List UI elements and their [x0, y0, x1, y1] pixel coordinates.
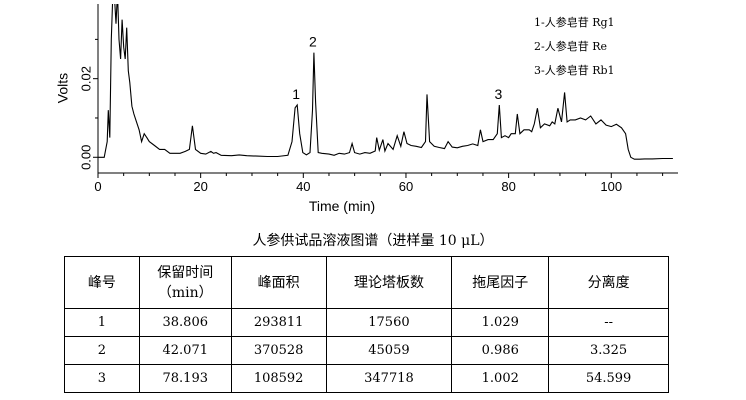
cell-retention-time: 42.071 [138, 336, 232, 365]
cell-peak-area: 370528 [230, 336, 327, 365]
cell-peak-number: 1 [64, 308, 140, 337]
table-row: 1 38.806 293811 17560 1.029 -- [64, 308, 669, 337]
peak-label: 2 [309, 34, 317, 50]
header-tailing-factor: 拖尾因子 [451, 256, 550, 309]
cell-resolution: 54.599 [548, 364, 669, 393]
x-tick-label: 60 [399, 179, 413, 194]
legend-entry: 3-人参皂苷 Rb1 [534, 63, 615, 77]
chart-caption: 人参供试品溶液图谱（进样量 10 μL） [252, 233, 494, 249]
y-tick-label: 0.00 [78, 145, 93, 170]
header-retention-time: 保留时间 （min） [138, 256, 232, 309]
x-tick-label: 20 [193, 179, 207, 194]
peak-label: 3 [494, 86, 502, 102]
cell-theoretical-plates: 347718 [325, 364, 453, 393]
peak-results-table: 峰号 保留时间 （min） 峰面积 理论塔板数 拖尾因子 分离度 1 38.80… [64, 256, 669, 393]
cell-theoretical-plates: 45059 [325, 336, 453, 365]
y-axis-label: Volts [55, 73, 71, 103]
header-peak-area: 峰面积 [230, 256, 327, 309]
cell-tailing-factor: 1.029 [451, 308, 550, 337]
x-tick-label: 40 [296, 179, 310, 194]
table-row: 2 42.071 370528 45059 0.986 3.325 [64, 336, 669, 365]
cell-retention-time: 78.193 [138, 364, 232, 393]
cell-peak-area: 293811 [230, 308, 327, 337]
peak-label: 1 [292, 86, 300, 102]
cell-retention-time: 38.806 [138, 308, 232, 337]
header-resolution: 分离度 [548, 256, 669, 309]
cell-resolution: -- [548, 308, 669, 337]
cell-tailing-factor: 1.002 [451, 364, 550, 393]
chromatogram-trace [98, 4, 673, 160]
legend-entry: 2-人参皂苷 Re [534, 39, 607, 53]
cell-peak-area: 108592 [230, 364, 327, 393]
cell-peak-number: 2 [64, 336, 140, 365]
table-row: 3 78.193 108592 347718 1.002 54.599 [64, 364, 669, 393]
chromatogram-chart: 0 20 40 60 80 100 0.00 0.02 Time (min) Volts 1 2 3 1-… [55, 4, 678, 214]
legend-entry: 1-人参皂苷 Rg1 [534, 15, 615, 29]
y-tick-label: 0.02 [78, 66, 93, 91]
x-axis-label: Time (min) [309, 198, 375, 214]
header-theoretical-plates: 理论塔板数 [325, 256, 453, 309]
cell-theoretical-plates: 17560 [325, 308, 453, 337]
table-header-row: 峰号 保留时间 （min） 峰面积 理论塔板数 拖尾因子 分离度 [64, 256, 669, 309]
header-peak-number: 峰号 [64, 256, 140, 309]
x-tick-label: 0 [94, 179, 101, 194]
x-tick-label: 80 [501, 179, 515, 194]
x-tick-label: 100 [600, 179, 622, 194]
cell-tailing-factor: 0.986 [451, 336, 550, 365]
cell-resolution: 3.325 [548, 336, 669, 365]
cell-peak-number: 3 [64, 364, 140, 393]
